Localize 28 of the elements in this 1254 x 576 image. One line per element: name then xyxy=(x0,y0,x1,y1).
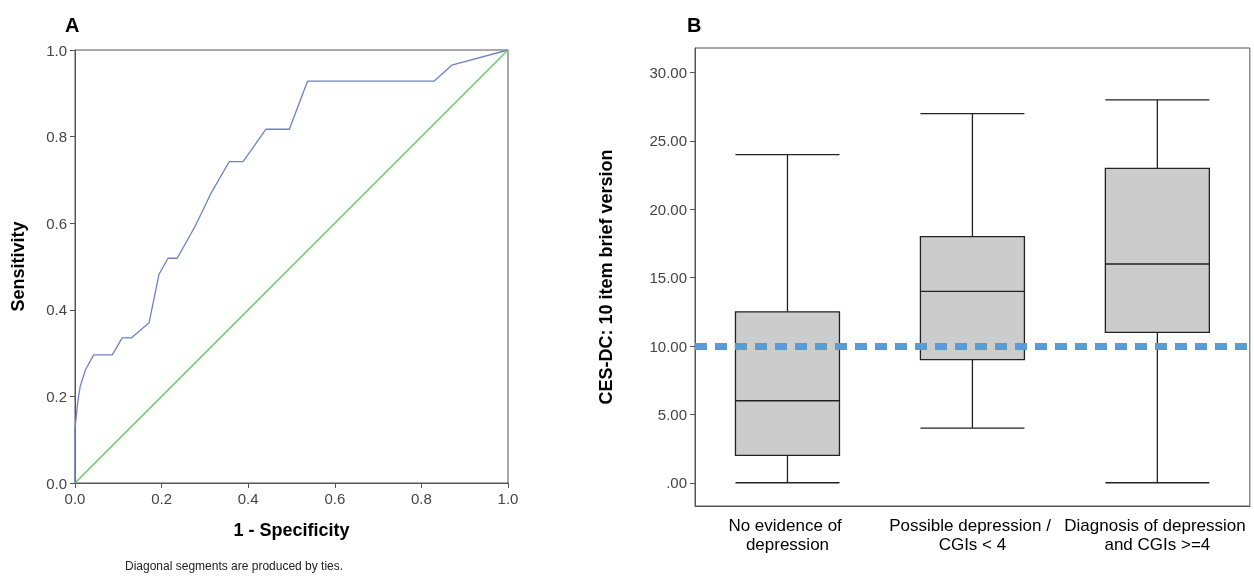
text: Diagonal segments are produced by ties. xyxy=(125,559,344,573)
x-tick-label: 0.4 xyxy=(237,490,259,507)
y-axis-title: CES-DC: 10 item brief version xyxy=(596,149,616,405)
y-tick-label: 10.00 xyxy=(649,337,687,355)
chart-title: B xyxy=(687,14,702,36)
y-tick-label: 30.00 xyxy=(649,64,687,82)
y-tick-label: 5.00 xyxy=(657,405,687,423)
y-tick-label: 0.4 xyxy=(46,301,67,319)
y-tick-label: 0.2 xyxy=(46,387,67,405)
chart-title: A xyxy=(65,14,80,36)
y-tick-label: 0.6 xyxy=(46,214,67,232)
y-tick-label: 25.00 xyxy=(649,132,687,150)
y-tick-label: 0.8 xyxy=(46,128,67,146)
x-tick-label: 0.6 xyxy=(324,490,346,507)
y-axis-title: Sensitivity xyxy=(8,221,28,312)
x-axis-title: 1 - Specificity xyxy=(233,520,350,540)
y-tick-label: 15.00 xyxy=(649,269,687,287)
x-tick-label: 0.8 xyxy=(410,490,432,507)
x-tick-label: 0.2 xyxy=(151,490,173,507)
x-tick-label: 0.0 xyxy=(64,490,86,507)
x-tick-label: Diagnosis of depression and CGIs >=4 xyxy=(1064,516,1251,554)
y-tick-label: 20.00 xyxy=(649,200,687,218)
x-tick-label: 1.0 xyxy=(497,490,519,507)
y-tick-label: 0.0 xyxy=(46,474,67,492)
y-tick-label: 1.0 xyxy=(46,41,67,59)
x-tick-label: Possible depression / CGIs < 4 xyxy=(889,516,1056,554)
x-tick-label: No evidence of depression xyxy=(728,516,847,554)
y-tick-label: .00 xyxy=(666,474,687,492)
